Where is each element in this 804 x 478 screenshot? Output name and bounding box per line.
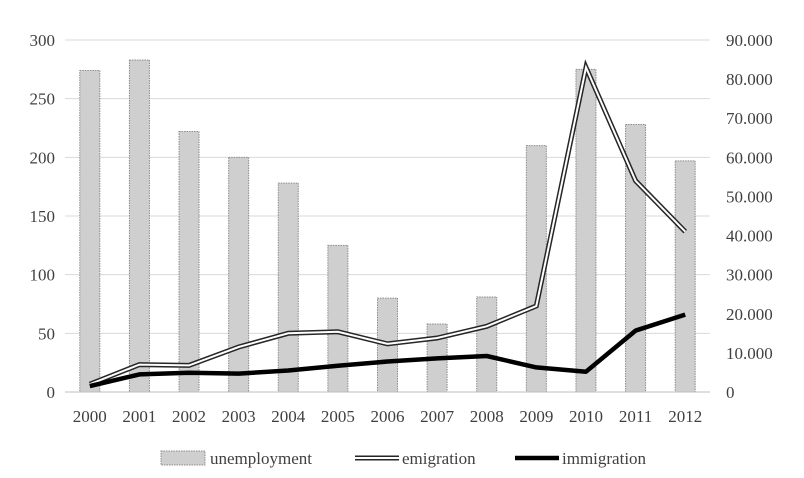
x-axis-tick-label: 2009 — [519, 407, 553, 426]
unemployment-bar — [476, 296, 498, 393]
right-axis-tick-label: 50.000 — [726, 187, 773, 206]
right-axis-tick-label: 30.000 — [726, 266, 773, 285]
left-axis-tick-label: 50 — [38, 324, 55, 343]
left-axis-tick-label: 0 — [47, 383, 56, 402]
unemployment-bar — [228, 156, 250, 393]
right-axis-tick-label: 90.000 — [726, 31, 773, 50]
unemployment-bar — [327, 244, 349, 393]
x-axis-tick-label: 2005 — [321, 407, 355, 426]
legend-label-unemployment: unemployment — [210, 449, 312, 468]
right-axis-tick-label: 40.000 — [726, 227, 773, 246]
right-axis-tick-label: 20.000 — [726, 305, 773, 324]
x-axis-tick-label: 2012 — [668, 407, 702, 426]
x-axis-tick-label: 2003 — [222, 407, 256, 426]
legend-label-emigration: emigration — [402, 449, 476, 468]
x-axis-tick-label: 2011 — [619, 407, 652, 426]
x-axis-tick-label: 2002 — [172, 407, 206, 426]
x-axis-tick-label: 2001 — [122, 407, 156, 426]
gridlines — [65, 39, 710, 334]
x-axis-tick-label: 2006 — [371, 407, 405, 426]
unemployment-bar — [128, 59, 150, 393]
right-axis-tick-label: 0 — [726, 383, 735, 402]
unemployment-bar — [575, 68, 597, 393]
left-axis-tick-label: 250 — [30, 90, 56, 109]
left-axis-tick-label: 150 — [30, 207, 56, 226]
line-series — [88, 59, 687, 389]
left-axis-tick-label: 300 — [30, 31, 56, 50]
right-axis-tick-label: 60.000 — [726, 148, 773, 167]
legend-label-immigration: immigration — [562, 449, 647, 468]
right-axis-ticks: 0 10.000 20.000 30.000 40.000 50.000 60.000 70.… — [726, 31, 773, 402]
x-axis-tick-label: 2007 — [420, 407, 455, 426]
unemployment-bar — [674, 160, 696, 393]
x-axis-tick-label: 2004 — [271, 407, 306, 426]
right-axis-tick-label: 10.000 — [726, 344, 773, 363]
x-axis-ticks: 2000 2001 2002 2003 2004 2005 2006 2007 2008 2009… — [73, 407, 702, 426]
unemployment-bar — [277, 182, 299, 393]
left-axis-tick-label: 100 — [30, 266, 56, 285]
x-axis-tick-label: 2008 — [470, 407, 504, 426]
legend: unemployment emigration immigration — [160, 449, 647, 468]
x-axis-tick-label: 2010 — [569, 407, 603, 426]
left-axis-tick-label: 200 — [30, 148, 56, 167]
right-axis-tick-label: 80.000 — [726, 70, 773, 89]
emigration-line-inner — [89, 64, 686, 386]
unemployment-bar — [79, 70, 101, 393]
x-axis-tick-label: 2000 — [73, 407, 107, 426]
immigration-line — [89, 312, 686, 389]
left-axis-ticks: 0 50 100 150 200 250 300 — [30, 31, 56, 402]
unemployment-bar — [178, 131, 200, 393]
legend-swatch-unemployment — [160, 450, 206, 466]
right-axis-tick-label: 70.000 — [726, 109, 773, 128]
